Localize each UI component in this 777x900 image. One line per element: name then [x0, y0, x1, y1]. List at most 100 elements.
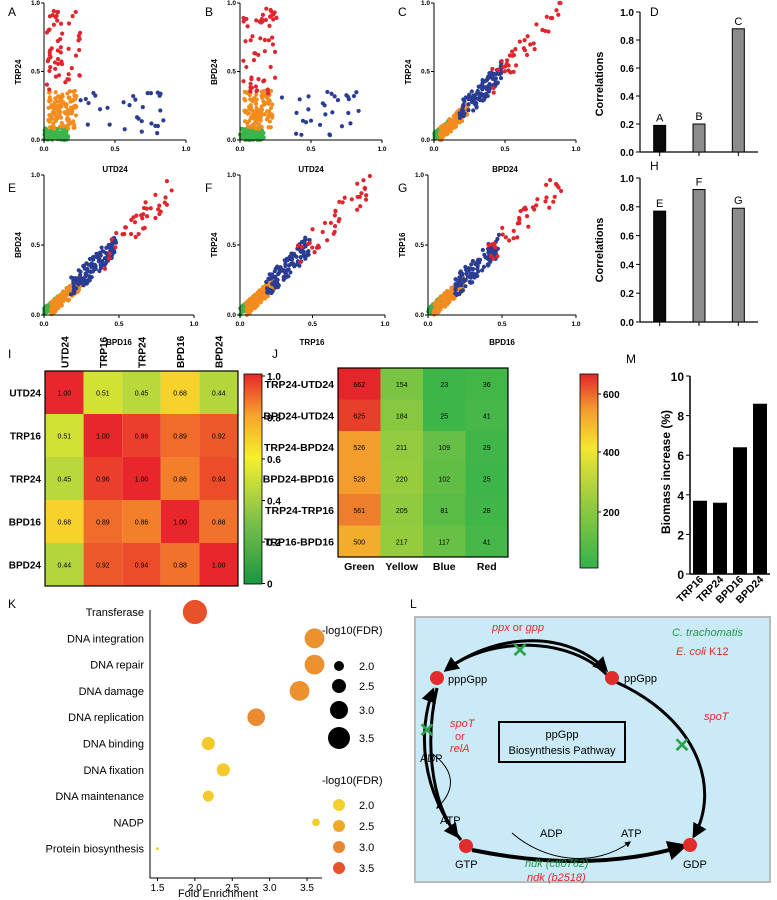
scatter-point [301, 253, 307, 258]
scatter-point [133, 234, 138, 240]
gene-ndk-ec: ndk (b2518) [527, 872, 586, 884]
scatter-point [486, 74, 491, 79]
scatter-point [241, 19, 246, 24]
scatter-x-tick-label: 0.0 [39, 321, 48, 328]
scatter-point [508, 70, 513, 75]
node-gtp-dot [459, 839, 473, 853]
ppgpp-pathway-diagram: pppGpp ppGpp GTP GDP ADP ATP ADP ATP ppG… [414, 616, 771, 884]
scatter-axes: 0.0 0.5 1.0 0.0 0.5 1.0 [31, 0, 191, 153]
heatmap-cell-value: 184 [396, 413, 408, 420]
bar-chart-bar [692, 123, 706, 153]
scatter-point [121, 100, 126, 105]
scatter-point [524, 52, 530, 58]
scatter-point [500, 225, 505, 230]
heatmap-cell-value: 0.92 [212, 434, 226, 441]
node-gtp-label: GTP [455, 859, 478, 871]
heatmap-cell [199, 500, 238, 543]
scatter-point [100, 262, 105, 267]
scatter-point [332, 94, 337, 99]
scatter-point [53, 117, 58, 122]
heatmap-cell [122, 371, 161, 414]
scatter-point [534, 22, 539, 27]
scatter-point [267, 119, 272, 124]
size-legend-dot [334, 661, 344, 671]
bubble-point [289, 681, 310, 701]
bar-chart-bar-label: E [656, 198, 663, 210]
scatter-point [267, 272, 272, 277]
scatter-point [511, 228, 516, 233]
scatter-point [58, 21, 64, 26]
scatter-point [486, 250, 491, 255]
scatter-point [51, 107, 57, 112]
heatmap-frame [44, 370, 239, 587]
scatter-point [491, 90, 496, 95]
scatter-y-tick-label: 0.0 [415, 312, 424, 319]
scatter-point [339, 124, 345, 129]
scatter-point [140, 226, 146, 231]
scatter-point [133, 97, 138, 102]
scatter-point [306, 94, 311, 99]
scatter-point [284, 268, 289, 273]
heatmap-cell-value: 0.51 [57, 434, 71, 441]
scatter-point [291, 263, 297, 268]
scatter-point [97, 268, 102, 274]
scatter-point [543, 199, 548, 204]
heatmap-cell [338, 368, 381, 400]
scatter-point [276, 271, 281, 277]
scatter-point [275, 265, 280, 270]
heatmap-cell-value: 29 [483, 445, 491, 452]
scatter-point [136, 231, 141, 237]
bar-chart-y-tick-label: 2 [677, 528, 684, 542]
scatter-point [546, 29, 551, 34]
scatter-panel-f: 0.0 0.5 1.0 0.0 0.5 1.0 TRP16 TRP24 [210, 172, 390, 347]
scatter-point [123, 225, 128, 230]
scatter-point [53, 74, 59, 79]
scatter-point [295, 243, 301, 248]
scatter-point [243, 98, 248, 103]
heatmap-column-label: TRP24 [138, 336, 149, 368]
scatter-points [42, 179, 174, 317]
scatter-point [158, 108, 163, 113]
colorbar-tick-label: 0 [267, 580, 273, 591]
scatter-point [259, 137, 264, 142]
scatter-x-tick-label: 0.5 [110, 146, 119, 153]
scatter-point [328, 220, 333, 226]
scatter-point [327, 132, 333, 138]
heatmap-cell [465, 399, 508, 431]
heatmap-cell-value: 0.92 [96, 563, 110, 570]
scatter-y-label: TRP24 [404, 59, 413, 84]
heatmap-cell [83, 500, 123, 543]
scatter-points [238, 173, 372, 318]
scatter-point [337, 199, 342, 204]
scatter-point [68, 292, 74, 297]
scatter-point [64, 102, 69, 107]
scatter-point [243, 110, 248, 115]
scatter-point [259, 287, 264, 292]
heatmap-cell-value: 528 [353, 476, 365, 483]
scatter-y-tick-label: 1.0 [421, 0, 430, 7]
scatter-point [55, 9, 61, 15]
absent-x-mark-top: ✕ [512, 640, 529, 662]
scatter-point [246, 111, 251, 116]
scatter-point [335, 97, 341, 103]
bubble-category-label: NADP [113, 817, 144, 829]
scatter-point [53, 14, 58, 20]
scatter-point [320, 101, 325, 106]
scatter-point [47, 48, 53, 53]
scatter-point [265, 115, 271, 120]
heatmap-cell-value: 117 [439, 539, 450, 546]
scatter-point [62, 110, 67, 115]
heatmap-cell-value: 662 [353, 382, 365, 389]
species-ecoli-label: E. coli K12 [676, 646, 729, 658]
scatter-point [248, 137, 253, 142]
scatter-point [72, 104, 77, 109]
heatmap-cell-value: 0.88 [212, 520, 226, 527]
scatter-point [87, 278, 92, 283]
bar-chart-bar-label: B [695, 111, 702, 123]
bar-chart-bar [653, 124, 667, 153]
bubble-color-legend: -log10(FDR) 2.0 2.5 3.0 3.5 [322, 775, 383, 875]
scatter-point [532, 47, 537, 52]
scatter-point [249, 296, 254, 301]
scatter-point [66, 72, 71, 77]
scatter-point [48, 64, 53, 70]
